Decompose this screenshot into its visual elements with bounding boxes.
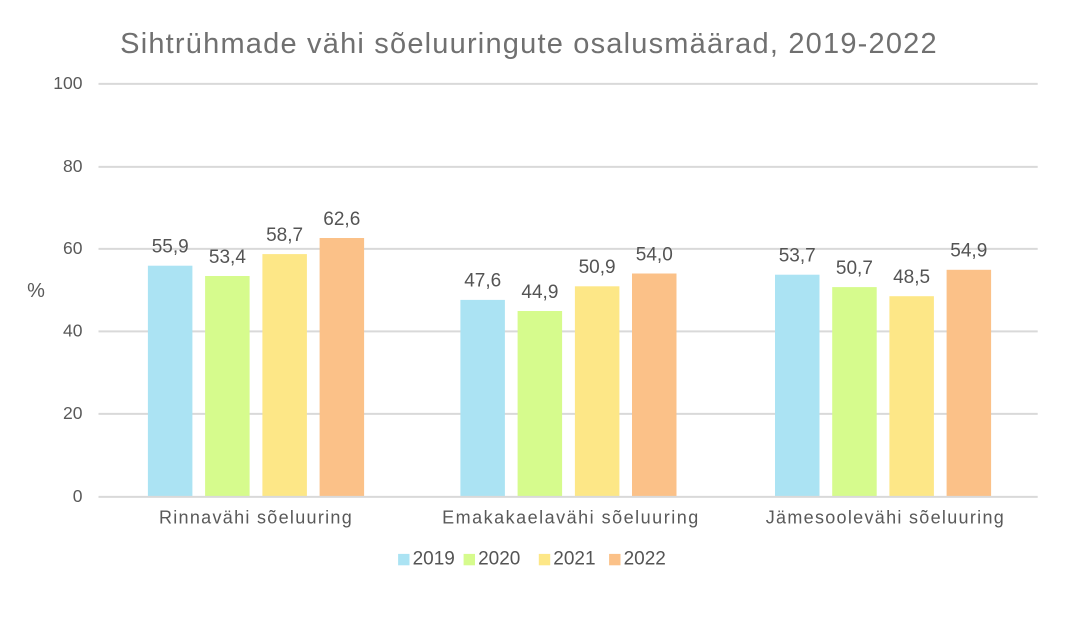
svg-text:62,6: 62,6 — [323, 209, 360, 230]
svg-text:0: 0 — [73, 486, 83, 506]
svg-text:40: 40 — [63, 321, 83, 341]
svg-text:60: 60 — [63, 238, 83, 258]
svg-text:Sihtrühmade vähi sõeluuringute: Sihtrühmade vähi sõeluuringute osalusmää… — [120, 28, 938, 60]
svg-text:2019: 2019 — [413, 549, 455, 570]
svg-text:20: 20 — [63, 403, 83, 423]
svg-text:54,9: 54,9 — [950, 241, 987, 262]
svg-text:Jämesoolevähi sõeluuring: Jämesoolevähi sõeluuring — [766, 508, 1005, 528]
svg-text:2020: 2020 — [478, 549, 520, 570]
svg-text:%: % — [27, 280, 45, 302]
svg-text:50,9: 50,9 — [579, 257, 616, 278]
svg-text:44,9: 44,9 — [521, 282, 558, 303]
svg-text:Emakakaelavähi sõeluuring: Emakakaelavähi sõeluuring — [442, 508, 700, 528]
svg-text:53,4: 53,4 — [209, 247, 246, 268]
svg-text:48,5: 48,5 — [893, 267, 930, 288]
svg-text:2022: 2022 — [624, 549, 666, 570]
svg-text:47,6: 47,6 — [464, 271, 501, 292]
svg-text:50,7: 50,7 — [836, 258, 873, 279]
svg-text:53,7: 53,7 — [779, 246, 816, 267]
svg-text:100: 100 — [53, 73, 82, 93]
svg-text:58,7: 58,7 — [266, 225, 303, 246]
svg-text:Rinnavähi sõeluuring: Rinnavähi sõeluuring — [159, 508, 353, 528]
svg-text:55,9: 55,9 — [152, 237, 189, 258]
svg-text:2021: 2021 — [553, 549, 595, 570]
svg-text:54,0: 54,0 — [636, 244, 673, 265]
svg-text:80: 80 — [63, 156, 83, 176]
